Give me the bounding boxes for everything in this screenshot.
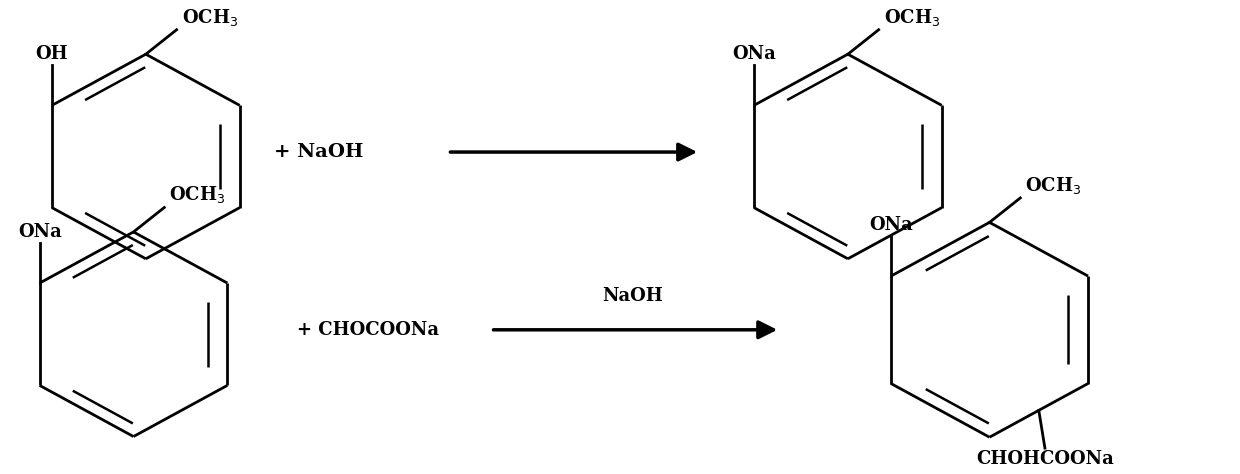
Text: ONa: ONa (732, 45, 776, 63)
Text: CHOHCOONa: CHOHCOONa (976, 450, 1114, 468)
Text: ONa: ONa (17, 223, 62, 241)
Text: OCH$_3$: OCH$_3$ (169, 184, 226, 205)
Text: + CHOCOONa: + CHOCOONa (296, 321, 439, 339)
Text: OCH$_3$: OCH$_3$ (884, 7, 940, 27)
Text: OCH$_3$: OCH$_3$ (181, 7, 238, 27)
Text: OH: OH (36, 45, 68, 63)
Text: OCH$_3$: OCH$_3$ (1025, 175, 1081, 196)
Text: ONa: ONa (869, 216, 913, 234)
Text: + NaOH: + NaOH (274, 143, 363, 161)
Text: NaOH: NaOH (601, 287, 662, 305)
